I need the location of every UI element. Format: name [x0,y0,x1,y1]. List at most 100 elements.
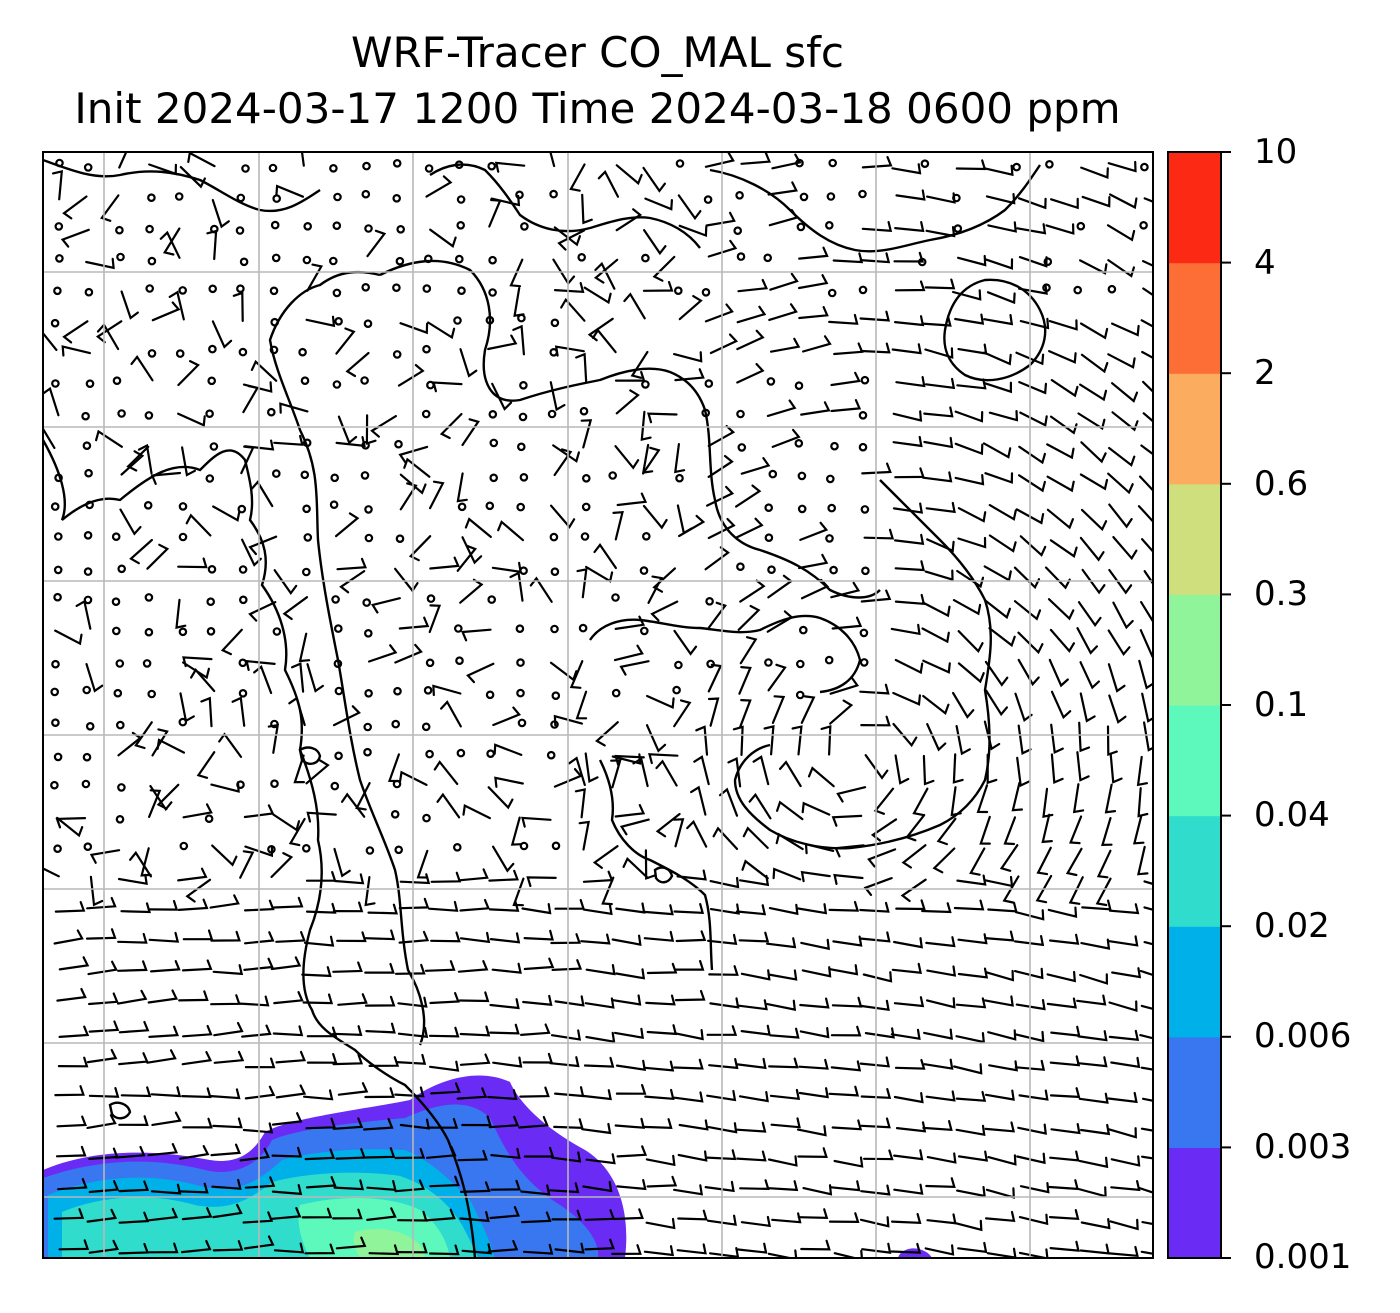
wind-barb [652,567,676,593]
wind-barb [861,1242,892,1254]
wind-barb [954,442,984,456]
calm-wind-marker [117,783,126,792]
wind-barb [1080,441,1107,464]
wind-barb [1108,1029,1140,1041]
calm-wind-marker [330,473,340,483]
calm-wind-marker [829,565,838,575]
wind-barb [332,961,363,973]
wind-barb [1049,1240,1080,1252]
wind-barb [594,261,616,290]
colorbar-label-10: 10 [1254,132,1298,172]
wind-barb [182,929,214,941]
wind-barb [595,721,619,747]
wind-barb [1137,505,1153,524]
wind-barb [704,546,730,571]
wind-barb [88,1087,120,1098]
coastlines [43,158,1047,1258]
wind-barb [416,849,429,879]
wind-barb [901,844,927,869]
wind-barb [704,303,734,323]
wind-barb [550,933,581,945]
wind-barb [580,419,593,449]
wind-barb [575,690,588,720]
wind-barb [291,662,305,693]
wind-barb [239,1147,271,1162]
wind-barb [1107,1127,1137,1139]
wind-barb [553,448,573,477]
wind-barb [797,1147,828,1159]
colorbar-label-4: 4 [1254,243,1276,283]
wind-barb [833,1156,864,1168]
wind-barb [275,184,305,198]
wind-barb [551,1151,582,1163]
calm-wind-marker [1073,285,1083,295]
wind-barb [984,1089,1015,1101]
wind-barb [953,899,985,911]
wind-barb [61,345,91,357]
wind-barb [244,1057,276,1069]
wind-barb [120,1086,152,1098]
wind-barb [583,1056,615,1068]
wind-barb [957,536,987,549]
wind-barb [60,228,90,248]
wind-barb [429,480,445,510]
wind-barb [593,258,619,284]
wind-barb [614,615,646,630]
wind-barb [146,543,170,570]
wind-barb [275,1050,306,1064]
wind-barb [364,929,396,941]
wind-barb [804,842,835,855]
wind-barb [737,1242,768,1254]
wind-barb [1109,193,1138,210]
wind-barb [859,310,891,322]
wind-barb [655,759,678,787]
wind-barb [523,957,555,971]
wind-barb [147,1242,179,1254]
calm-wind-marker [736,252,746,261]
wind-barb [867,848,897,868]
calm-wind-marker [207,564,217,574]
calm-wind-marker [235,226,245,235]
wind-barb [551,959,583,971]
wind-barb [242,384,260,414]
wind-barb [830,581,861,599]
wind-barb [983,720,1001,751]
wind-barb [243,957,274,971]
wind-barb [509,258,524,288]
wind-barb [860,1117,891,1129]
wind-barb [863,528,895,540]
calm-wind-marker [641,253,650,263]
wind-barb [924,1244,955,1256]
wind-barb [675,930,707,943]
calm-wind-marker [794,438,804,448]
calm-wind-marker [330,781,340,791]
wind-barb [892,435,923,448]
wind-barb [643,930,675,942]
wind-barb [695,725,709,756]
calm-wind-marker [706,659,715,669]
calm-wind-marker [83,163,93,172]
wind-barb [86,1048,118,1064]
wind-barb [952,691,975,719]
wind-barb [893,996,925,1008]
wind-barb [798,306,829,320]
calm-wind-marker [329,164,338,173]
calm-wind-marker [394,845,404,855]
wind-barb [241,1024,272,1038]
wind-barb [117,960,148,972]
wind-barb [1016,1152,1046,1165]
wind-barb [433,760,459,785]
wind-barb [56,987,87,1002]
wind-barb [953,1219,983,1232]
calm-wind-marker [515,624,525,634]
wind-barb [137,443,153,475]
wind-barb [88,992,119,1006]
wind-barb [936,817,957,846]
calm-wind-marker [390,809,400,819]
coastline-northeast-lake [943,278,1047,382]
wind-barb [954,474,985,486]
wind-barb [1019,411,1048,427]
calm-wind-marker [363,747,372,757]
calm-wind-marker [51,718,60,728]
wind-barb [619,660,650,676]
